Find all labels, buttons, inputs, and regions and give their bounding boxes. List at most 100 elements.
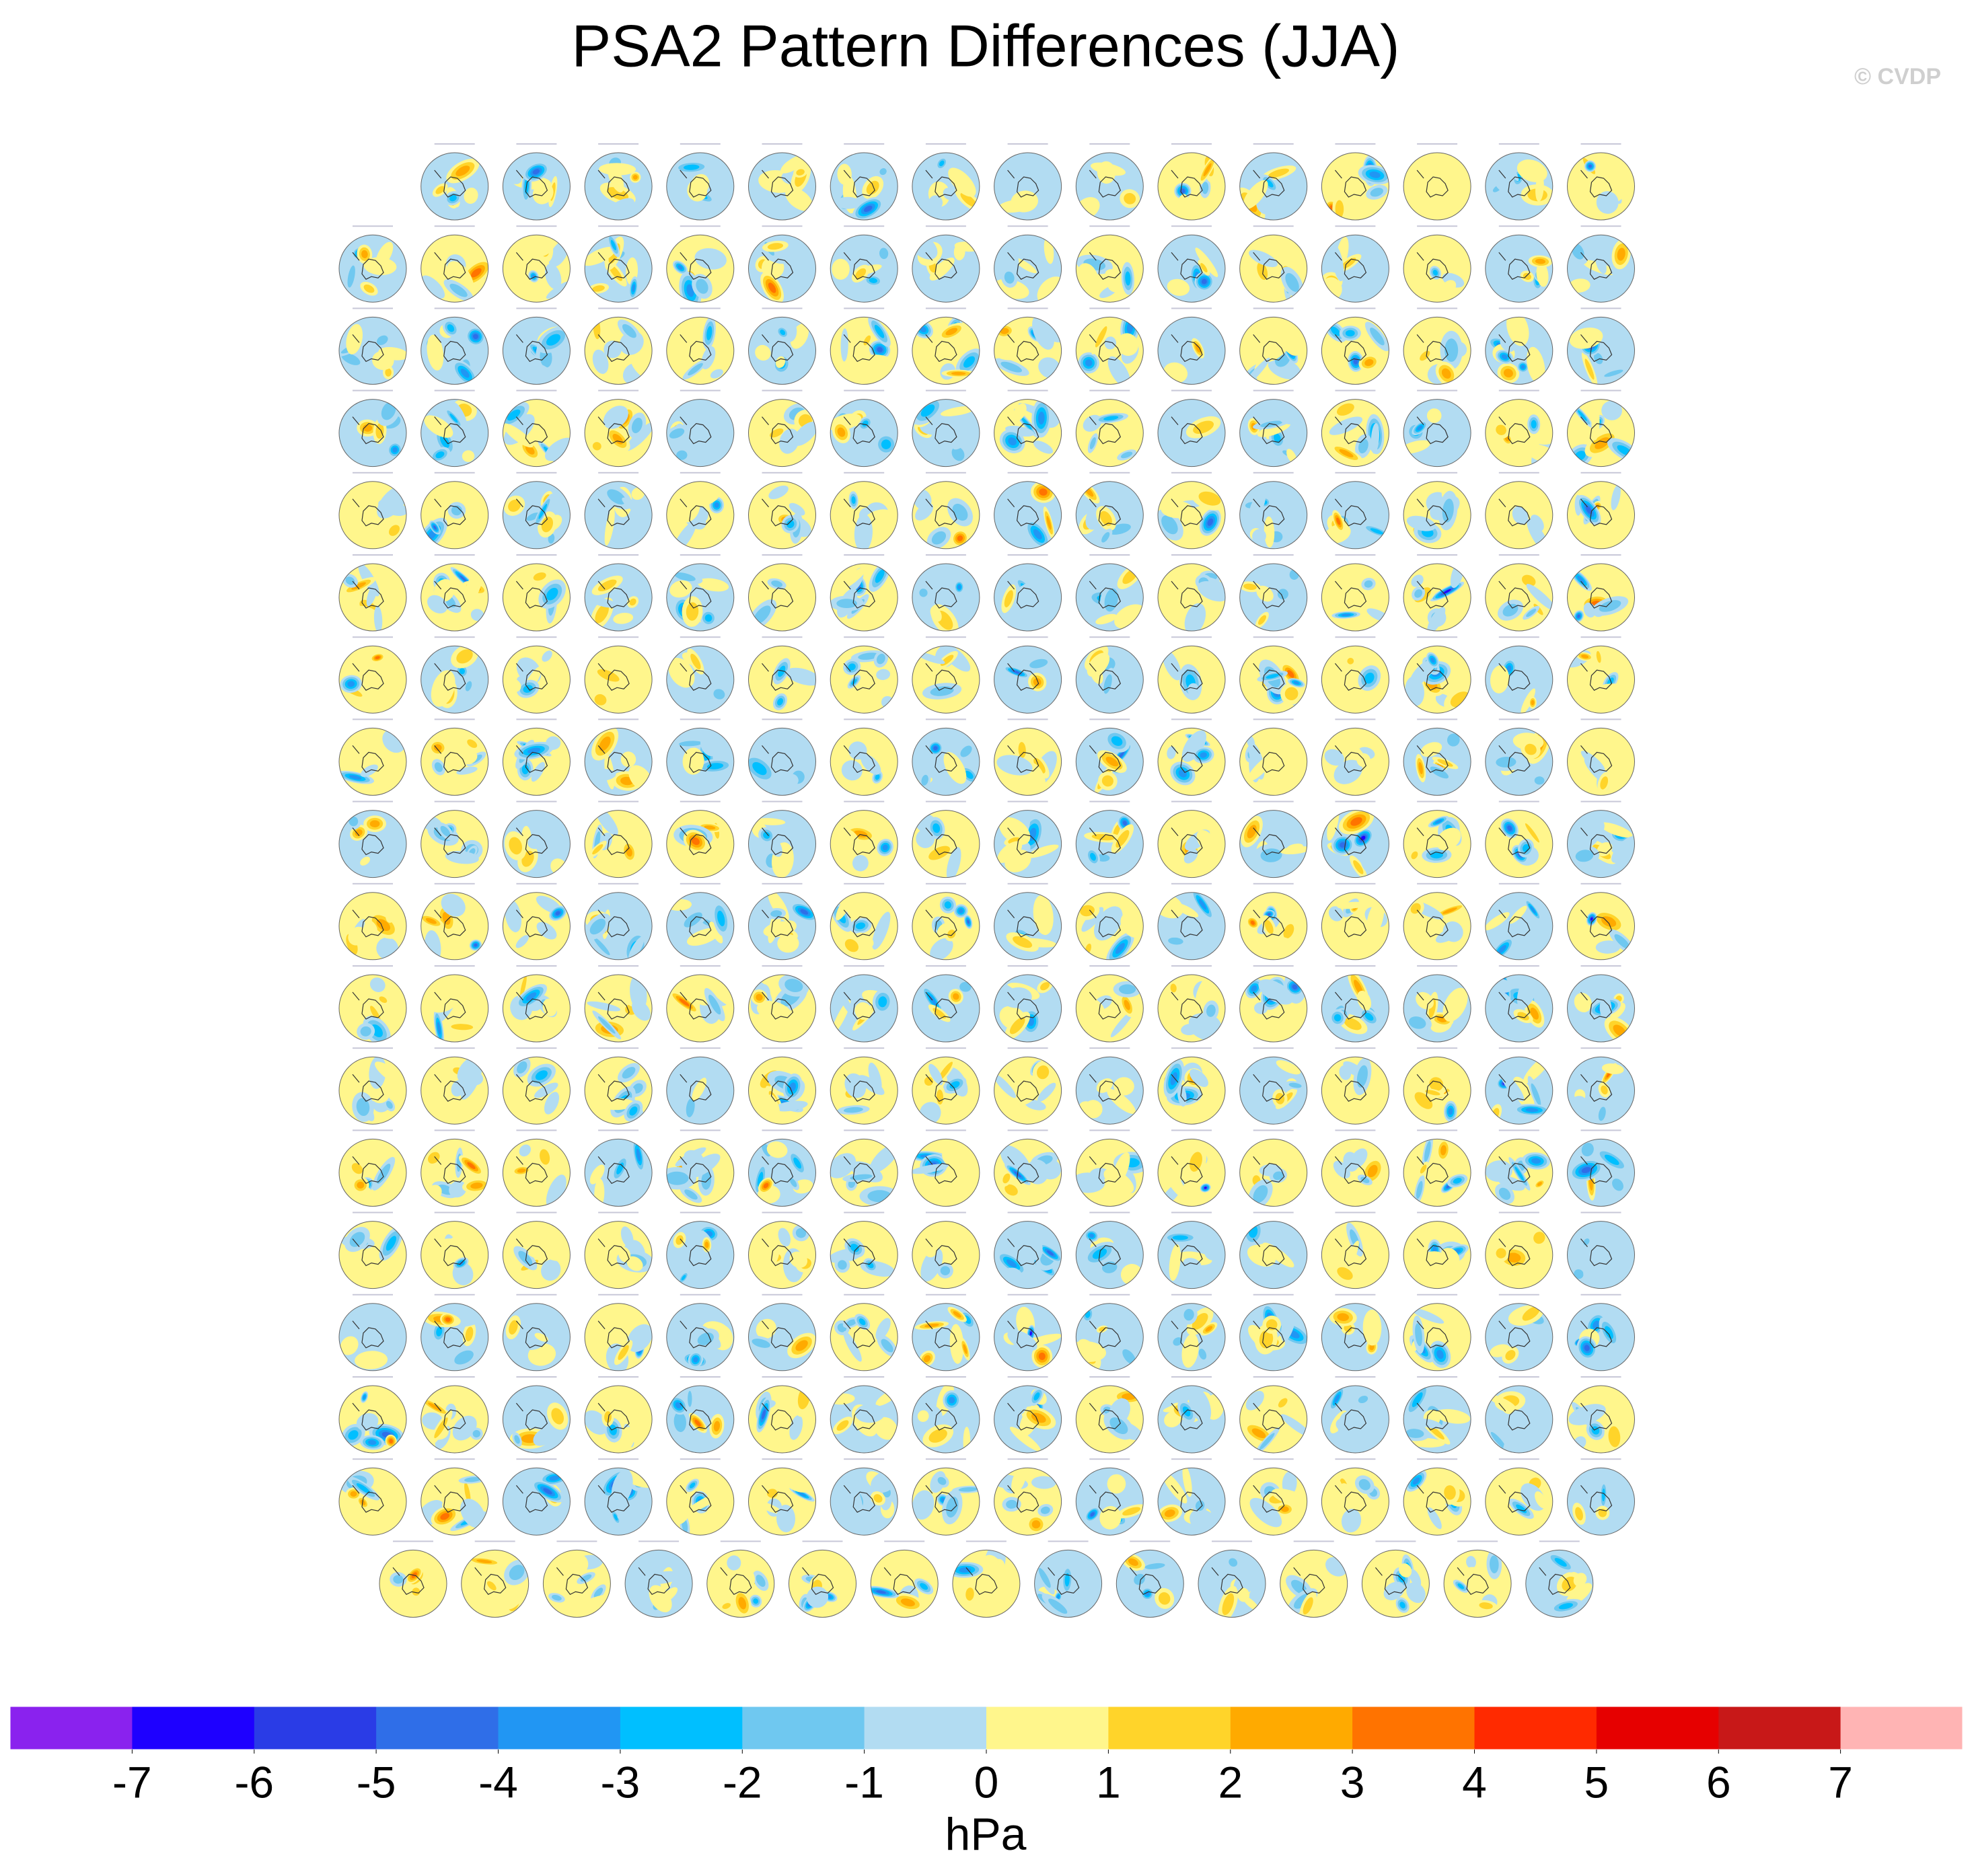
- panel-title-line: [1580, 1376, 1621, 1378]
- map-panel: [421, 225, 489, 303]
- map-anomaly: [963, 356, 976, 368]
- map-panel: [1403, 389, 1471, 467]
- map-panel: [1157, 389, 1226, 467]
- map-panel: [584, 1293, 653, 1372]
- map-field: [1239, 1221, 1307, 1289]
- map-border: [1157, 974, 1226, 1043]
- map-anomaly: [1268, 168, 1290, 178]
- map-anomaly: [924, 1076, 933, 1086]
- map-border: [1403, 810, 1471, 878]
- map-border: [912, 234, 980, 303]
- map-field: [1158, 564, 1225, 631]
- map-anomaly: [352, 728, 379, 754]
- coastline: [1253, 498, 1285, 527]
- coastline: [1253, 170, 1285, 198]
- map-anomaly: [787, 520, 795, 529]
- coastline: [1171, 745, 1203, 774]
- map-field: [994, 728, 1062, 796]
- map-anomaly: [1418, 441, 1453, 463]
- map-border: [1485, 152, 1553, 221]
- map-panel: [1239, 965, 1308, 1043]
- map-anomaly: [933, 746, 938, 751]
- panel-title-line: [598, 718, 639, 720]
- coastline: [1253, 827, 1285, 856]
- panel-title-line: [1007, 800, 1048, 802]
- map-field: [830, 728, 898, 796]
- map-field: [1158, 1303, 1225, 1371]
- map-field: [830, 1468, 898, 1536]
- map-border: [584, 316, 653, 385]
- map-border: [1239, 727, 1308, 796]
- panel-title-line: [680, 1458, 721, 1460]
- map-field: [585, 1057, 653, 1125]
- panel-title-line: [1253, 1211, 1294, 1213]
- coastline: [1007, 827, 1039, 856]
- panel-title-line: [434, 1047, 475, 1049]
- map-anomaly: [1330, 326, 1341, 336]
- map-border: [666, 563, 735, 632]
- map-anomaly: [1095, 326, 1107, 348]
- map-anomaly: [876, 669, 891, 680]
- map-panel: [666, 1211, 735, 1289]
- coastline: [843, 252, 875, 280]
- map-field: [1076, 399, 1144, 467]
- map-anomaly: [1328, 906, 1344, 922]
- map-anomaly: [755, 344, 771, 361]
- coastline: [1580, 252, 1613, 280]
- coastline: [1171, 416, 1203, 445]
- coastline: [597, 745, 630, 774]
- map-panel: [666, 800, 735, 878]
- map-border: [1567, 645, 1635, 714]
- map-panel: [1485, 1376, 1553, 1454]
- map-anomaly: [1193, 420, 1214, 434]
- map-border: [666, 234, 735, 303]
- panel-title-line: [1335, 1211, 1376, 1213]
- panel-title-line: [434, 1211, 475, 1213]
- coastline: [1089, 416, 1122, 445]
- map-anomaly: [1535, 258, 1546, 264]
- coastline: [843, 334, 875, 363]
- map-field: [1403, 399, 1471, 467]
- map-anomaly: [347, 265, 355, 288]
- panel-title-line: [1253, 1458, 1294, 1460]
- map-anomaly: [1076, 263, 1099, 293]
- map-panel: [542, 1540, 611, 1618]
- map-panel: [1485, 1211, 1553, 1289]
- map-anomaly: [836, 895, 852, 921]
- map-panel: [994, 883, 1062, 961]
- panel-title-line: [1580, 389, 1621, 391]
- map-anomaly: [1198, 899, 1207, 910]
- map-anomaly: [1501, 354, 1508, 359]
- map-field: [503, 1221, 571, 1289]
- panel-title-line: [762, 1129, 803, 1131]
- panel-title-line: [680, 554, 721, 556]
- map-panel: [421, 1129, 489, 1207]
- map-panel: [666, 143, 735, 221]
- map-panel: [1321, 1129, 1389, 1207]
- map-anomaly: [1536, 262, 1549, 287]
- map-field: [585, 317, 653, 385]
- map-field: [748, 399, 816, 467]
- map-panel: [421, 472, 489, 550]
- coastline: [597, 170, 630, 198]
- map-anomaly: [347, 681, 355, 687]
- map-panel: [502, 143, 571, 221]
- map-field: [339, 235, 406, 303]
- map-field: [748, 728, 816, 796]
- map-anomaly: [762, 680, 778, 689]
- map-field: [585, 646, 653, 714]
- coastline: [762, 991, 794, 1020]
- map-anomaly: [957, 585, 961, 590]
- map-border: [1239, 234, 1308, 303]
- panel-title-line: [516, 800, 557, 802]
- panel-title-line: [516, 1047, 557, 1049]
- map-panel: [421, 965, 489, 1043]
- panel-title-line: [844, 472, 885, 474]
- map-panel: [502, 1376, 571, 1454]
- map-panel: [1403, 1047, 1471, 1125]
- map-anomaly: [1516, 159, 1547, 182]
- map-panel: [1075, 1129, 1144, 1207]
- map-anomaly: [1172, 1235, 1188, 1240]
- panel-title-line: [1417, 143, 1458, 145]
- map-panel: [1075, 800, 1144, 878]
